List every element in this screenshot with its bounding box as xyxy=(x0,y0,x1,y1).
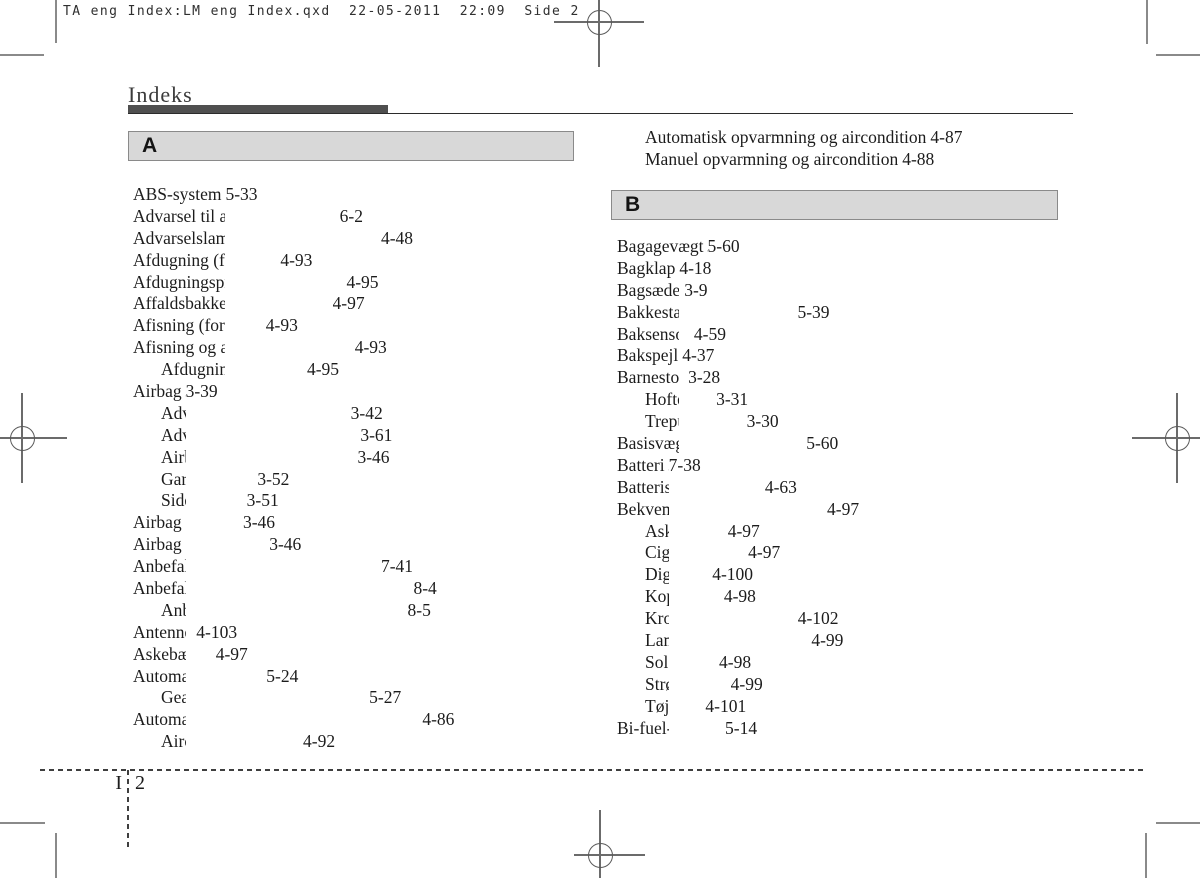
index-column-left: ABS-system 5-33 Advarsel til andre trafi… xyxy=(133,184,574,878)
index-entry: Airbag 3-39 xyxy=(133,381,574,878)
registration-mark-right xyxy=(1132,393,1200,483)
footer-page-number: 2 xyxy=(135,772,145,794)
index-entry: Manuel opvarmning og aircondition 4-88 xyxy=(617,148,1058,878)
title-rule xyxy=(128,105,1073,114)
index-column-right-continued: Automatisk opvarmning og aircondition 4-… xyxy=(617,127,1058,878)
entry-page-number: 4-92 xyxy=(303,731,574,878)
page-title: Indeks xyxy=(128,82,193,107)
crop-mark-top-right-v xyxy=(1146,0,1148,44)
index-entry: Advarsel til andre trafikanter 6-2 xyxy=(133,205,574,878)
print-slug: TA eng Index:LM eng Index.qxd 22-05-2011… xyxy=(63,4,580,19)
index-entry: Affaldsbakke, se askebæger 4-97 xyxy=(133,293,574,878)
crop-mark-bottom-right-v xyxy=(1145,833,1147,878)
entry-label: Batteri xyxy=(617,454,665,475)
index-entry: Bakspejl 4-37 xyxy=(617,345,1058,878)
entry-label: Bagsæde xyxy=(617,279,681,300)
entry-label: Antenne xyxy=(133,621,193,642)
crop-mark-bottom-left-h xyxy=(0,822,45,824)
index-entry: Bi-fuel-system 5-14 xyxy=(617,717,1058,878)
section-header-a: A xyxy=(128,131,574,161)
footer-dashed-rule xyxy=(40,769,1145,771)
registration-mark-left xyxy=(0,393,67,483)
entry-label: Bagagevægt xyxy=(617,236,704,256)
index-entry: Afisning (forrude) 4-93 xyxy=(133,315,574,878)
index-entry: Afdugning (forrude) 4-93 xyxy=(133,249,574,878)
crop-mark-top-left-h xyxy=(0,54,44,56)
index-entry: ABS-system 5-33 xyxy=(133,184,574,878)
entry-label: ABS-system xyxy=(133,184,222,204)
entry-label: Automatisk opvarmning og aircondition xyxy=(645,127,927,147)
entry-label: Manuel opvarmning og aircondition xyxy=(645,148,899,169)
footer-section-letter: I xyxy=(115,772,122,794)
index-entry: Bagklap 4-18 xyxy=(617,257,1058,878)
crop-mark-bottom-right-h xyxy=(1156,822,1200,824)
entry-label: Barnestol xyxy=(617,367,685,388)
entry-label: Airbag xyxy=(133,381,182,402)
index-column-right: Bagagevægt 5-60 Bagklap 4-18 Bagsæde 3-9… xyxy=(617,236,1058,878)
crop-mark-top-left-v xyxy=(55,0,57,43)
index-entry: Antenne 4-103 xyxy=(133,621,574,878)
entry-label: Bakspejl xyxy=(617,345,679,366)
index-entry: Automatisk opvarmning og aircondition 4-… xyxy=(617,127,1058,878)
crop-mark-top-right-h xyxy=(1156,54,1200,56)
footer-dashed-divider xyxy=(127,770,129,847)
index-entry: Batteri 7-38 xyxy=(617,454,1058,878)
section-header-b: B xyxy=(611,190,1058,220)
entry-label: Baksensor xyxy=(617,323,690,344)
registration-mark-bottom xyxy=(555,810,645,878)
registration-mark-top xyxy=(554,0,644,67)
entry-page-number: 5-14 xyxy=(725,717,1058,878)
section-label: B xyxy=(625,193,641,216)
index-entry: Afdugningsprogram 4-95 xyxy=(133,359,574,878)
entry-label: Bagklap xyxy=(617,257,676,278)
index-entry: Bagagevægt 5-60 xyxy=(617,236,1058,878)
index-entry: Afdugningsprogram (forrude) 4-95 xyxy=(133,271,574,878)
crop-mark-bottom-left-v xyxy=(55,833,57,878)
section-label: A xyxy=(142,134,158,157)
